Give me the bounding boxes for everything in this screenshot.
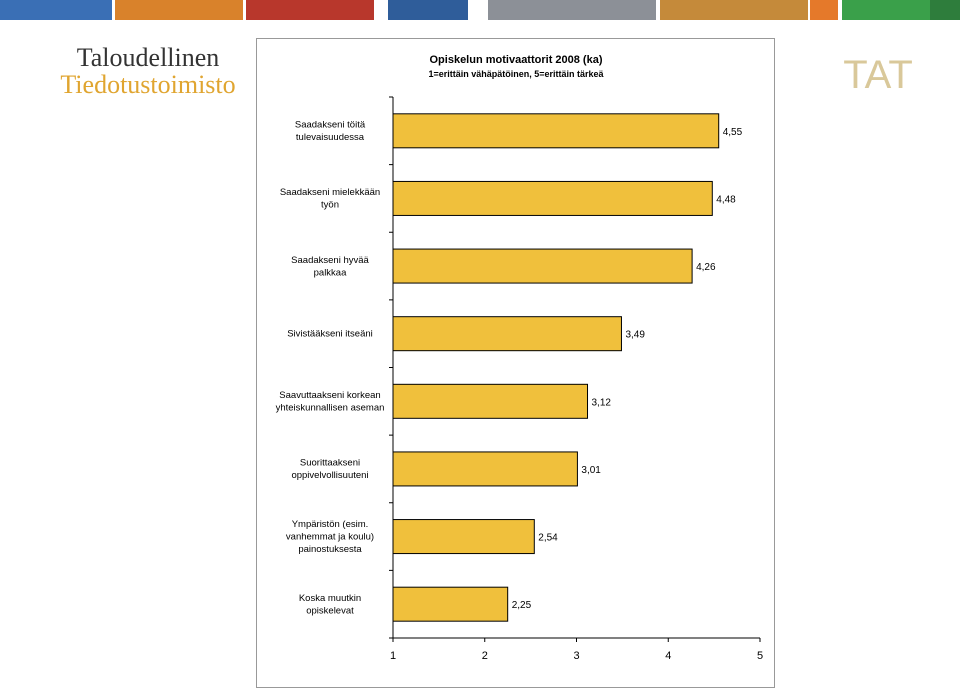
bar bbox=[392, 248, 693, 284]
value-label: 4,26 bbox=[696, 262, 716, 273]
value-label: 2,54 bbox=[538, 533, 558, 544]
category-label: Saadakseni töitä tulevaisuudessa bbox=[295, 120, 366, 144]
bar bbox=[392, 451, 578, 487]
category-label: Sivistääkseni itseäni bbox=[287, 329, 373, 340]
bar bbox=[392, 519, 535, 555]
category-label: Suorittaakseni oppivelvollisuuteni bbox=[291, 458, 368, 482]
value-label: 3,49 bbox=[625, 330, 645, 341]
logo-line1: Taloudellinen bbox=[77, 43, 220, 72]
x-tick-label: 4 bbox=[665, 650, 671, 662]
x-tick-label: 2 bbox=[482, 650, 488, 662]
category-label: Saavuttaakseni korkean yhteiskunnallisen … bbox=[276, 390, 385, 414]
bar bbox=[392, 383, 589, 419]
bar bbox=[392, 113, 720, 149]
category-label: Koska muutkin opiskelevat bbox=[299, 593, 361, 617]
chart-subtitle: 1=erittäin vähäpätöinen, 5=erittäin tärk… bbox=[428, 69, 604, 79]
value-label: 4,48 bbox=[716, 194, 736, 205]
value-label: 2,25 bbox=[512, 600, 532, 611]
plot: 1 2 3 4 5 Saadakseni töitä tulevaisuudessa 4,55… bbox=[276, 96, 763, 662]
x-tick-label: 1 bbox=[390, 650, 396, 662]
brand-logo: TAT bbox=[843, 53, 913, 97]
logo-line2: Tiedotustoimisto bbox=[60, 70, 235, 99]
bar bbox=[392, 180, 713, 216]
x-tick-label: 3 bbox=[573, 650, 579, 662]
value-label: 4,55 bbox=[723, 127, 743, 138]
category-label: Saadakseni hyvää palkkaa bbox=[291, 255, 369, 279]
banner bbox=[0, 0, 960, 20]
x-tick-label: 5 bbox=[757, 650, 763, 662]
value-label: 3,12 bbox=[592, 397, 612, 408]
chart-title: Opiskelun motivaattorit 2008 (ka) bbox=[430, 54, 603, 66]
bar bbox=[392, 316, 622, 352]
bar bbox=[392, 586, 509, 622]
value-label: 3,01 bbox=[581, 465, 601, 476]
category-label: Saadakseni mielekkään työn bbox=[280, 187, 380, 211]
category-label: Ympäristön (esim. vanhemmat ja koulu) pain… bbox=[286, 519, 374, 555]
